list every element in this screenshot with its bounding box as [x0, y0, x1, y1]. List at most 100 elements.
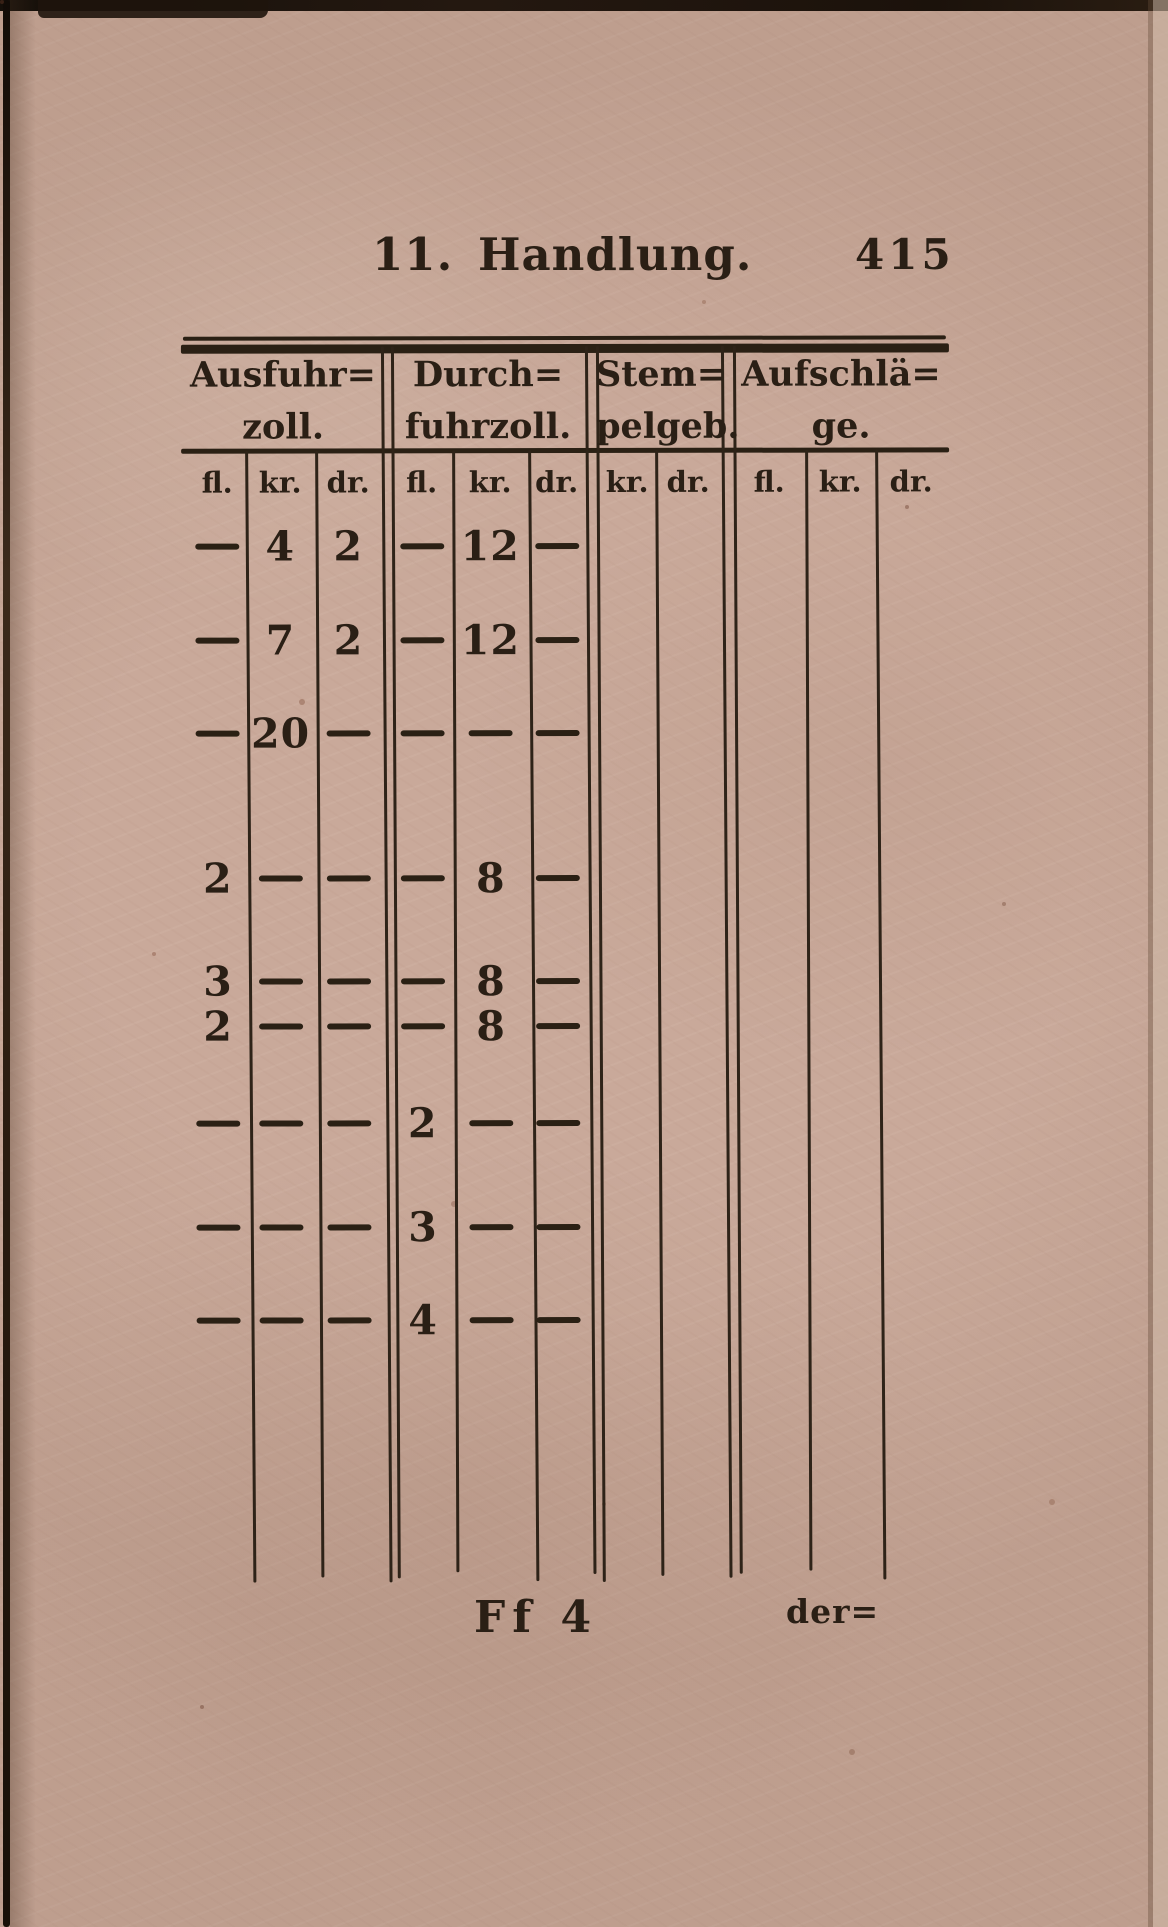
table-cell	[246, 958, 316, 1004]
table-cell	[316, 710, 382, 756]
table-cell	[529, 1003, 586, 1049]
dash-mark	[400, 730, 445, 737]
signature-mark: Ff 4	[474, 1592, 599, 1643]
table-cell	[316, 1204, 382, 1250]
table-cell: 20	[251, 709, 311, 758]
dash-mark	[259, 1317, 304, 1324]
table-cell	[189, 524, 245, 570]
unit-label: fl.	[201, 465, 233, 500]
dash-mark	[259, 1023, 304, 1030]
dash-mark	[534, 543, 579, 550]
table-cell: 4	[408, 1296, 438, 1345]
column-group-label-line: Aufschlä=	[741, 353, 941, 395]
table-cell	[453, 1100, 529, 1146]
table-cell	[391, 617, 452, 663]
dash-mark	[327, 978, 372, 985]
dash-mark	[327, 1120, 372, 1127]
book-edge-top	[0, 0, 1168, 11]
dash-mark	[468, 730, 513, 737]
table-row: 3	[0, 1203, 1168, 1251]
table-cell	[247, 1297, 317, 1343]
table-cell	[454, 1297, 530, 1343]
table-cell	[316, 855, 382, 901]
running-head-title: 11. Handlung.	[372, 228, 753, 281]
table-cell	[392, 855, 453, 901]
dash-mark	[535, 1224, 580, 1231]
page-number: 415	[855, 230, 955, 279]
unit-label: kr.	[605, 464, 649, 499]
table-cell	[453, 1204, 529, 1250]
column-group-label: Ausfuhr= zoll.	[185, 349, 381, 453]
dash-mark	[534, 637, 579, 644]
table-row: 4 2 12	[0, 522, 1167, 571]
table-cell	[191, 1298, 247, 1344]
dash-mark	[326, 875, 371, 882]
table-cell	[316, 958, 382, 1004]
dash-mark	[327, 1023, 372, 1030]
unit-label: dr.	[889, 464, 933, 499]
table-cell	[392, 1003, 453, 1049]
table-cell	[316, 1100, 382, 1146]
column-group-label: Durch= fuhrzoll.	[391, 349, 585, 453]
dash-mark	[535, 1120, 580, 1127]
unit-label: kr.	[818, 464, 862, 499]
unit-label: kr.	[468, 465, 512, 500]
table-row: 4	[1, 1296, 1168, 1344]
dash-mark	[535, 978, 580, 985]
dash-mark	[399, 637, 444, 644]
table-cell: 12	[460, 522, 520, 571]
table-cell: 2	[333, 522, 364, 571]
table-cell	[529, 958, 586, 1004]
table-cell: 4	[265, 522, 296, 571]
table-cell	[528, 617, 585, 663]
dash-mark	[327, 1224, 372, 1231]
table-cell: 8	[476, 854, 506, 903]
dash-mark	[195, 637, 240, 644]
page-curl-right	[1153, 0, 1168, 1927]
table-cell	[189, 618, 245, 664]
dash-mark	[196, 1120, 241, 1127]
dash-mark	[535, 730, 580, 737]
table-cell: 2	[333, 616, 364, 665]
dash-mark	[469, 1224, 514, 1231]
column-group-label: Stem= pelgeb.	[596, 349, 740, 453]
dash-mark	[259, 1120, 304, 1127]
dash-mark	[535, 875, 580, 882]
table-cell	[529, 710, 586, 756]
table-cell: 12	[460, 616, 521, 665]
table-row: 7 2 12	[0, 616, 1167, 665]
book-gutter-shadow	[10, 0, 36, 1927]
dash-mark	[259, 1224, 304, 1231]
table-cell	[453, 710, 529, 756]
table-cell	[392, 710, 453, 756]
dash-mark	[399, 543, 444, 550]
table-cell	[246, 1003, 316, 1049]
table-row: 2	[0, 1099, 1168, 1147]
page-edge-right-line	[1148, 0, 1153, 1927]
column-group-label: Aufschlä= ge.	[733, 348, 949, 452]
table-cell	[190, 1101, 246, 1147]
catchword: der=	[786, 1592, 880, 1631]
dash-mark	[195, 543, 240, 550]
dash-mark	[535, 1023, 580, 1030]
dash-mark	[327, 1317, 372, 1324]
table-cell	[317, 1297, 383, 1343]
paper-speck-texture	[0, 0, 4, 4]
column-group-label-line: Durch=	[412, 354, 564, 396]
table-cell	[316, 1003, 382, 1049]
table-cell	[246, 1100, 316, 1146]
column-group-label-line: ge.	[811, 405, 871, 447]
table-cell: 8	[476, 1002, 506, 1051]
table-cell	[530, 1297, 587, 1343]
dash-mark	[326, 730, 371, 737]
table-cell	[391, 523, 452, 569]
table-cell	[529, 1100, 586, 1146]
dash-mark	[259, 978, 304, 985]
dash-mark	[536, 1317, 581, 1324]
column-group-label-line: pelgeb.	[596, 405, 740, 447]
dash-mark	[400, 978, 445, 985]
dash-mark	[195, 730, 240, 737]
